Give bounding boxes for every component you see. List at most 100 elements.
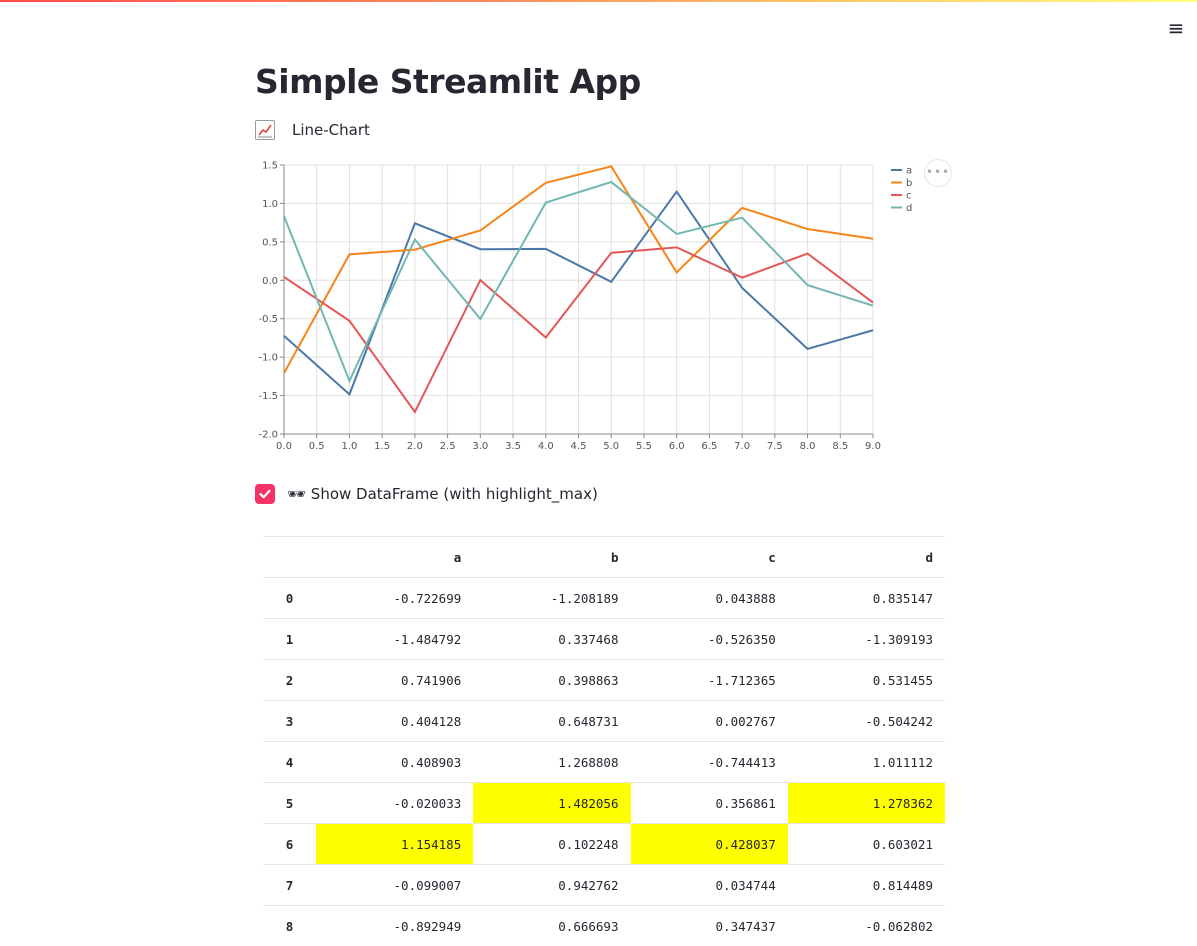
table-row: 6 1.154185 0.102248 0.428037 0.603021 — [263, 823, 945, 865]
legend-label-a: a — [906, 166, 912, 177]
table-cell: 0.002767 — [630, 700, 788, 742]
table-cell: -0.099007 — [316, 864, 474, 906]
table-cell: 0.408903 — [316, 741, 474, 783]
table-cell: 0.942762 — [473, 864, 631, 906]
table-cell: -0.526350 — [630, 618, 788, 660]
table-cell: -0.020033 — [316, 782, 474, 824]
table-cell: 0.337468 — [473, 618, 631, 660]
x-tick-label: 4.5 — [571, 441, 587, 452]
row-index: 0 — [263, 577, 316, 619]
row-index: 6 — [263, 823, 316, 865]
series-line-c — [283, 246, 874, 414]
dataframe-checkbox[interactable]: 🕶 Show DataFrame (with highlight_max) — [255, 484, 598, 504]
table-cell: 1.011112 — [787, 741, 945, 783]
column-header-d[interactable]: d — [787, 536, 945, 578]
table-cell: 0.835147 — [787, 577, 945, 619]
table-cell: 1.278362 — [787, 782, 945, 824]
legend-label-b: b — [906, 178, 912, 189]
y-tick-label: 0.0 — [262, 276, 278, 287]
table-cell: 0.648731 — [473, 700, 631, 742]
table-cell: 1.268808 — [473, 741, 631, 783]
legend-label-d: d — [906, 203, 912, 214]
y-tick-label: -2.0 — [258, 430, 278, 441]
checkbox-checked-icon[interactable] — [255, 484, 275, 504]
table-cell: 0.741906 — [316, 659, 474, 701]
table-cell: -0.892949 — [316, 905, 474, 946]
table-cell: 0.814489 — [787, 864, 945, 906]
column-header-a[interactable]: a — [316, 536, 474, 578]
line-chart-svg: 0.0 0.5 1.0 1.5 2.0 2.5 3.0 3.5 4.0 4.5 5.0 5.5 6.0 6… — [258, 161, 912, 453]
y-tick-label: -1.0 — [258, 353, 278, 364]
x-tick-label: 7.0 — [734, 441, 750, 452]
row-index: 3 — [263, 700, 316, 742]
x-tick-label: 0.0 — [276, 441, 292, 452]
line-chart: 0.0 0.5 1.0 1.5 2.0 2.5 3.0 3.5 4.0 4.5 5.0 5.5 6.0 6… — [255, 156, 955, 456]
series-line-d — [283, 180, 874, 384]
top-decoration-bar — [0, 0, 1197, 2]
table-cell: -0.504242 — [787, 700, 945, 742]
index-header[interactable] — [263, 536, 316, 578]
table-row: 7 -0.099007 0.942762 0.034744 0.814489 — [263, 864, 945, 906]
x-tick-label: 5.0 — [603, 441, 619, 452]
page-title: Simple Streamlit App — [255, 62, 641, 101]
y-tick-label: -0.5 — [258, 314, 278, 325]
table-cell: 0.043888 — [630, 577, 788, 619]
x-tick-label: 2.5 — [440, 441, 456, 452]
x-tick-label: 8.5 — [832, 441, 848, 452]
table-cell: 0.102248 — [473, 823, 631, 865]
y-tick-label: 0.5 — [262, 237, 278, 248]
hamburger-menu-icon[interactable]: ≡ — [1167, 16, 1185, 40]
x-tick-label: 1.0 — [341, 441, 357, 452]
table-cell: -1.309193 — [787, 618, 945, 660]
chart-emoji-icon[interactable] — [255, 120, 275, 140]
line-chart-checkbox[interactable]: Line-Chart — [255, 120, 370, 140]
table-row: 1 -1.484792 0.337468 -0.526350 -1.309193 — [263, 618, 945, 660]
x-tick-label: 6.0 — [669, 441, 685, 452]
table-cell: 0.034744 — [630, 864, 788, 906]
line-chart-label: Line-Chart — [292, 121, 370, 139]
x-tick-label: 5.5 — [636, 441, 652, 452]
legend-label-c: c — [906, 191, 912, 202]
table-cell: -0.744413 — [630, 741, 788, 783]
x-tick-label: 4.0 — [538, 441, 554, 452]
table-row: 8 -0.892949 0.666693 0.347437 -0.062802 — [263, 905, 945, 946]
x-tick-label: 6.5 — [701, 441, 717, 452]
table-cell: 0.347437 — [630, 905, 788, 946]
x-tick-label: 2.0 — [407, 441, 423, 452]
table-row: 2 0.741906 0.398863 -1.712365 0.531455 — [263, 659, 945, 701]
series-line-b — [283, 165, 874, 374]
x-tick-label: 9.0 — [865, 441, 881, 452]
table-row: 0 -0.722699 -1.208189 0.043888 0.835147 — [263, 577, 945, 619]
table-row: 3 0.404128 0.648731 0.002767 -0.504242 — [263, 700, 945, 742]
x-tick-label: 3.0 — [472, 441, 488, 452]
table-row: 4 0.408903 1.268808 -0.744413 1.011112 — [263, 741, 945, 783]
x-tick-label: 8.0 — [800, 441, 816, 452]
y-tick-label: 1.5 — [262, 161, 278, 172]
table-cell: 1.154185 — [316, 823, 474, 865]
table-cell: -1.208189 — [473, 577, 631, 619]
table-cell: -1.484792 — [316, 618, 474, 660]
table-cell: 0.356861 — [630, 782, 788, 824]
y-tick-label: 1.0 — [262, 199, 278, 210]
table-cell: 0.603021 — [787, 823, 945, 865]
column-header-b[interactable]: b — [473, 536, 631, 578]
dataframe-label: 🕶 Show DataFrame (with highlight_max) — [287, 485, 598, 503]
table-cell: 0.531455 — [787, 659, 945, 701]
table-cell: 0.428037 — [630, 823, 788, 865]
table-row: 5 -0.020033 1.482056 0.356861 1.278362 — [263, 782, 945, 824]
x-tick-label: 1.5 — [374, 441, 390, 452]
row-index: 7 — [263, 864, 316, 906]
x-tick-label: 0.5 — [309, 441, 325, 452]
table-cell: -0.722699 — [316, 577, 474, 619]
x-tick-label: 7.5 — [767, 441, 783, 452]
row-index: 2 — [263, 659, 316, 701]
table-cell: -0.062802 — [787, 905, 945, 946]
column-header-c[interactable]: c — [630, 536, 788, 578]
table-cell: 0.398863 — [473, 659, 631, 701]
table-cell: 0.404128 — [316, 700, 474, 742]
y-tick-label: -1.5 — [258, 391, 278, 402]
chart-more-options-button[interactable]: ••• — [924, 159, 952, 187]
row-index: 1 — [263, 618, 316, 660]
